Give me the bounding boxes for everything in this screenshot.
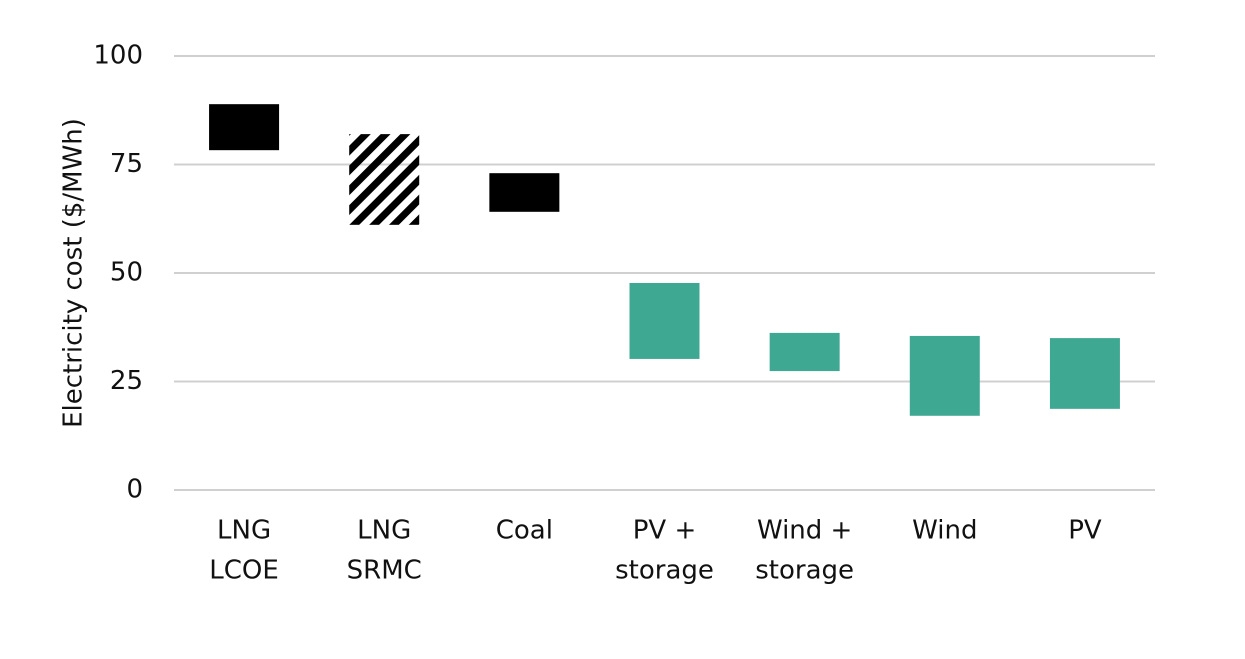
x-tick-label: LNG <box>357 516 411 546</box>
y-tick-label: 0 <box>126 475 143 505</box>
bar <box>209 104 280 151</box>
y-tick-label: 25 <box>110 366 143 396</box>
x-tick-label: Wind <box>912 516 977 546</box>
bar <box>489 173 560 212</box>
y-tick-label: 75 <box>110 149 143 179</box>
y-tick-label: 50 <box>110 258 143 288</box>
x-tick-label: Wind + <box>757 516 852 546</box>
x-tick-label: SRMC <box>347 556 422 586</box>
bar <box>1049 338 1120 409</box>
y-tick-label: 100 <box>93 41 143 71</box>
x-tick-label: LCOE <box>209 556 279 586</box>
x-tick-label: Coal <box>496 516 553 546</box>
x-tick-label: storage <box>755 556 854 586</box>
bar <box>909 335 980 416</box>
x-tick-label: PV <box>1068 516 1102 546</box>
x-tick-label: PV + <box>633 516 697 546</box>
x-tick-label: storage <box>615 556 714 586</box>
bar <box>769 332 840 372</box>
x-tick-label: LNG <box>217 516 271 546</box>
bar <box>349 134 420 225</box>
bar <box>629 282 700 359</box>
y-axis-label: Electricity cost ($/MWh) <box>59 118 89 428</box>
